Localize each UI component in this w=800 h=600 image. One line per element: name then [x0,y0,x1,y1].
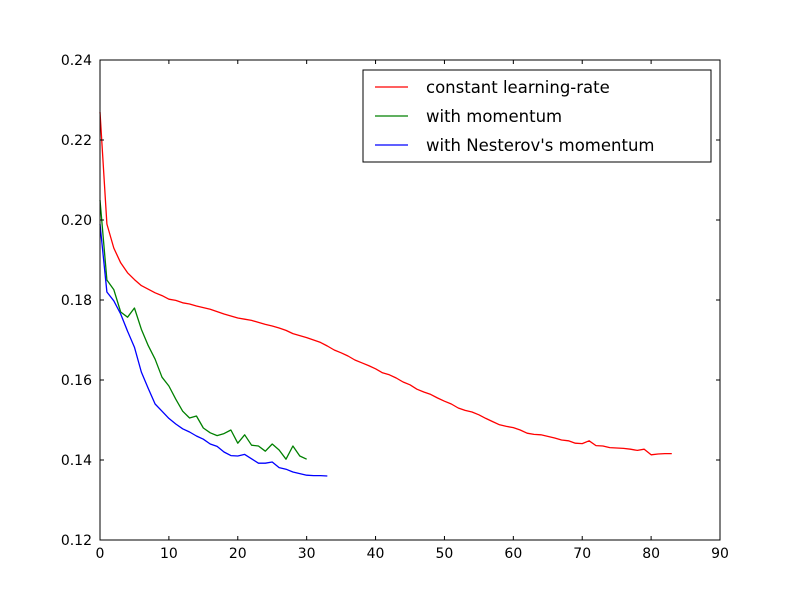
plot-area [99,111,672,477]
y-tick-label: 0.12 [61,533,92,549]
series-line-1 [99,199,307,460]
series-line-2 [99,223,328,477]
y-tick-label: 0.22 [61,133,92,149]
legend-label: constant learning-rate [426,78,610,97]
x-tick-label: 10 [160,546,178,562]
x-tick-label: 30 [298,546,316,562]
legend: constant learning-rate with momentum with … [362,69,712,163]
x-tick-label: 50 [436,546,454,562]
y-tick-label: 0.18 [61,293,92,309]
x-tick-label: 20 [229,546,247,562]
x-tick-label: 60 [504,546,522,562]
x-tick-label: 70 [573,546,591,562]
x-tick-label: 40 [367,546,385,562]
series-line-0 [99,111,672,456]
y-tick-label: 0.20 [61,213,92,229]
y-tick-label: 0.24 [61,53,92,69]
y-tick-label: 0.16 [61,373,92,389]
y-tick-label: 0.14 [61,453,92,469]
legend-box [362,69,712,163]
legend-label: with momentum [426,107,562,126]
x-tick-label: 80 [642,546,660,562]
x-tick-label: 0 [96,546,105,562]
x-tick-label: 90 [711,546,729,562]
axis-ticks: 0 10 20 30 40 50 60 70 80 90 0.12 0.14 0.16 0.18 0.20 0… [61,53,729,562]
legend-label: with Nesterov's momentum [426,136,654,155]
